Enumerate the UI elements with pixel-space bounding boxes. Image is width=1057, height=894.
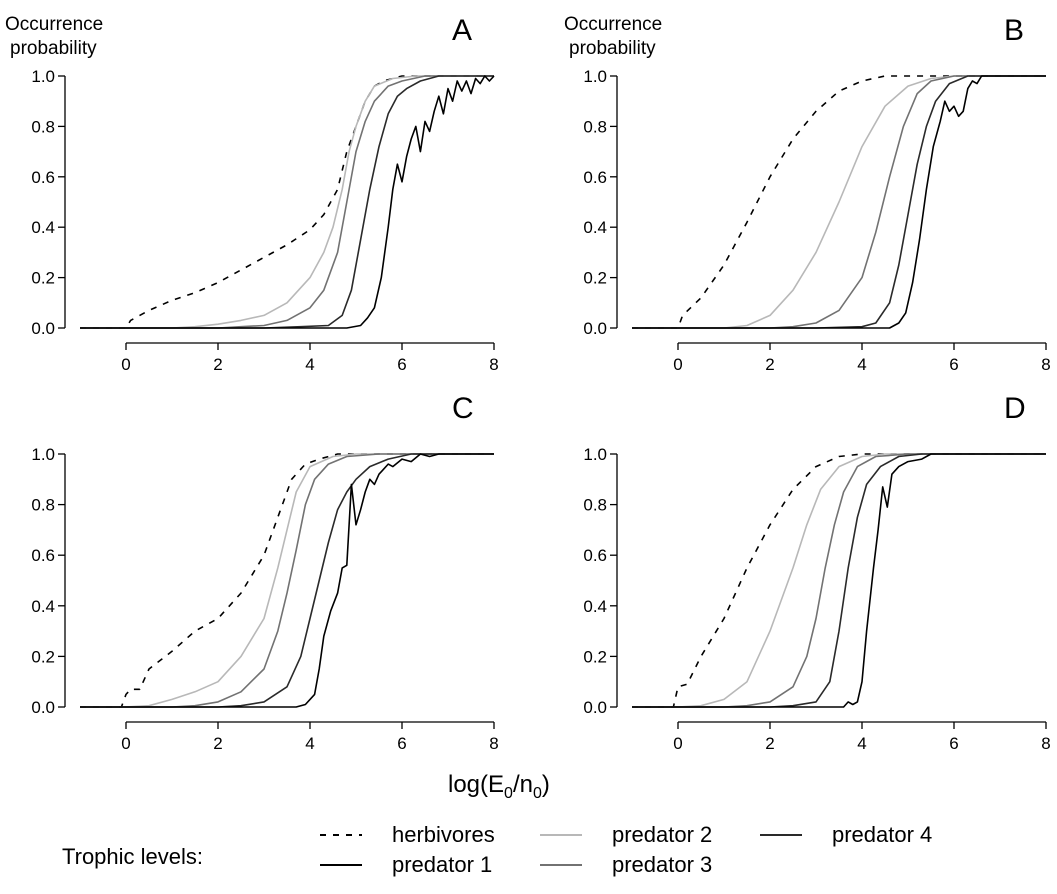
x-tick-label-c-0: 0 [121,734,130,753]
ylabel-line2-a: probability [10,38,97,59]
x-tick-label-b-1: 2 [765,355,774,374]
series-line-predator-4-b [632,75,1046,329]
series-line-predator-2-d [632,453,1046,708]
legend-label-predator-3: predator 3 [612,852,712,877]
y-tick-label-b-5: 1.0 [583,67,607,86]
xlabel-mid: /n [513,771,533,798]
y-tick-label-d-3: 0.6 [583,546,607,565]
y-tick-label-c-5: 1.0 [31,445,55,464]
x-tick-label-a-3: 6 [397,355,406,374]
x-tick-label-a-1: 2 [213,355,222,374]
panel-d: D 0 2 4 6 8 0.0 0.2 0.4 0.6 0.8 1.0 [583,392,1050,753]
legend-label-predator-4: predator 4 [832,822,932,847]
legend-item-predator-3: predator 3 [540,852,712,877]
legend-item-predator-1: predator 1 [320,852,492,877]
x-tick-label-b-3: 6 [949,355,958,374]
series-line-herbivores-d [632,453,1046,708]
y-tick-label-b-2: 0.4 [583,218,607,237]
y-tick-label-a-2: 0.4 [31,218,55,237]
series-line-herbivores-a [80,75,494,329]
series-line-predator-1-c [80,453,494,708]
y-tick-label-d-2: 0.4 [583,597,607,616]
svg-text:log(E0/n0): log(E0/n0) [448,771,550,802]
series-line-predator-4-c [80,453,494,708]
y-tick-label-a-0: 0.0 [31,319,55,338]
x-tick-label-d-2: 4 [857,734,866,753]
ylabel-line2-b: probability [569,38,656,59]
y-tick-label-c-3: 0.6 [31,546,55,565]
legend-title: Trophic levels: [62,844,203,869]
x-tick-label-a-0: 0 [121,355,130,374]
y-tick-label-c-4: 0.8 [31,496,55,515]
x-tick-label-d-0: 0 [673,734,682,753]
x-tick-label-b-0: 0 [673,355,682,374]
legend-label-predator-2: predator 2 [612,822,712,847]
series-line-predator-1-b [632,75,1046,329]
series-line-predator-1-d [632,453,1046,708]
x-tick-label-a-4: 8 [489,355,498,374]
legend-item-predator-2: predator 2 [540,822,712,847]
legend: Trophic levels: herbivores predator 1 pr… [62,822,932,877]
legend-label-predator-1: predator 1 [392,852,492,877]
xlabel-end: ) [542,771,550,798]
series-line-predator-3-b [632,75,1046,329]
y-tick-label-a-1: 0.2 [31,269,55,288]
panel-letter-a: A [452,14,472,47]
y-tick-label-a-5: 1.0 [31,67,55,86]
legend-label-herbivores: herbivores [392,822,495,847]
y-tick-label-d-4: 0.8 [583,496,607,515]
series-line-herbivores-c [80,453,494,708]
y-tick-label-c-0: 0.0 [31,698,55,717]
ylabel-line1-a: Occurrence [5,14,103,35]
x-tick-label-c-2: 4 [305,734,314,753]
x-tick-label-a-2: 4 [305,355,314,374]
y-tick-label-a-3: 0.6 [31,168,55,187]
ylabel-line1-b: Occurrence [564,14,662,35]
y-tick-label-b-0: 0.0 [583,319,607,338]
series-line-predator-1-a [80,75,495,329]
panel-letter-b: B [1004,14,1024,47]
x-tick-label-b-4: 8 [1041,355,1050,374]
x-tick-label-d-1: 2 [765,734,774,753]
panel-b: Occurrence probability B 0 2 4 6 8 0.0 0.2 0.4 0… [564,14,1051,374]
y-tick-label-c-1: 0.2 [31,647,55,666]
series-line-predator-2-b [632,75,1046,329]
series-line-herbivores-b [632,75,1046,329]
xlabel-sub1: 0 [504,785,513,802]
x-tick-label-c-3: 6 [397,734,406,753]
legend-item-herbivores: herbivores [320,822,495,847]
y-tick-label-d-5: 1.0 [583,445,607,464]
y-tick-label-a-4: 0.8 [31,117,55,136]
y-tick-label-d-1: 0.2 [583,647,607,666]
series-line-predator-4-d [632,453,1046,708]
series-line-predator-2-a [80,75,494,329]
y-tick-label-c-2: 0.4 [31,597,55,616]
x-tick-label-d-3: 6 [949,734,958,753]
x-axis-label: log(E0/n0) [448,771,550,802]
y-tick-label-b-1: 0.2 [583,269,607,288]
panel-c: C 0 2 4 6 8 0.0 0.2 0.4 0.6 0.8 1.0 [31,392,498,753]
panel-letter-d: D [1004,392,1026,425]
series-line-predator-3-a [80,75,494,329]
series-line-predator-4-a [80,75,494,329]
series-line-predator-3-c [80,453,494,708]
series-line-predator-3-d [632,453,1046,708]
y-tick-label-b-4: 0.8 [583,117,607,136]
xlabel-sub2: 0 [533,785,542,802]
x-tick-label-b-2: 4 [857,355,866,374]
panel-letter-c: C [452,392,474,425]
series-line-predator-2-c [80,453,494,708]
y-tick-label-d-0: 0.0 [583,698,607,717]
legend-item-predator-4: predator 4 [760,822,932,847]
y-tick-label-b-3: 0.6 [583,168,607,187]
xlabel-main: log(E [448,771,504,798]
x-tick-label-d-4: 8 [1041,734,1050,753]
panel-a: Occurrence probability A 0 2 4 6 8 0.0 0.2 0.4 0… [5,14,499,374]
x-tick-label-c-4: 8 [489,734,498,753]
x-tick-label-c-1: 2 [213,734,222,753]
